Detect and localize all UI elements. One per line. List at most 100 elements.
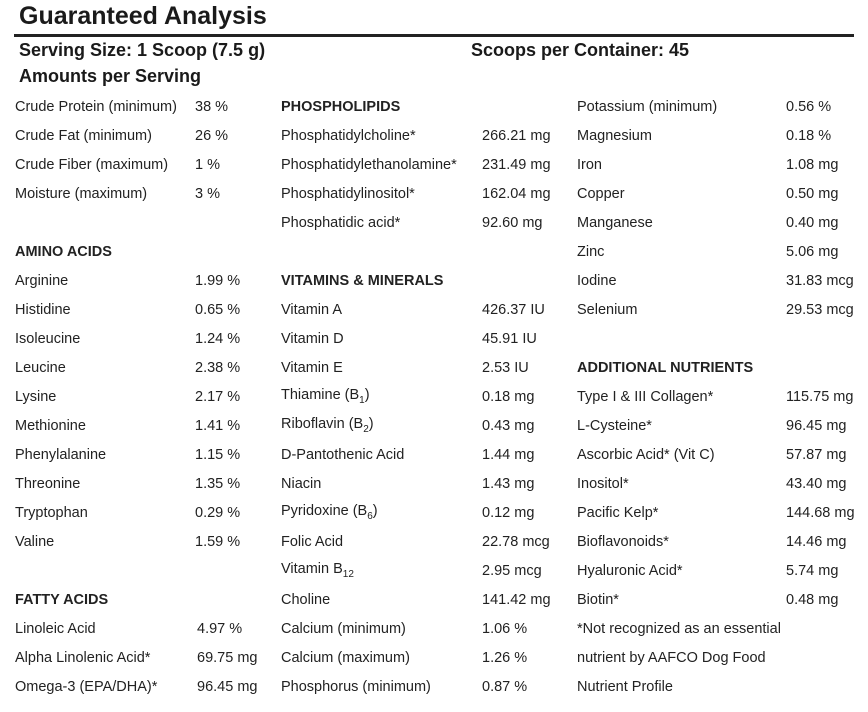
nutrient-row: Moisture (maximum) 3 % xyxy=(15,179,257,208)
nutrient-label: D-Pantothenic Acid xyxy=(281,446,405,463)
nutrient-label: Tryptophan xyxy=(15,504,88,521)
nutrient-label-text: Riboflavin (B xyxy=(281,416,364,433)
nutrient-label-text: Vitamin B xyxy=(281,561,343,578)
nutrient-value: 0.18 mg xyxy=(482,388,535,405)
vitamins-minerals-heading: VITAMINS & MINERALS xyxy=(281,272,444,289)
nutrient-label: Phosphorus (minimum) xyxy=(281,678,431,695)
nutrient-label: Zinc xyxy=(577,243,605,260)
nutrient-label: Niacin xyxy=(281,475,322,492)
amounts-per-serving: Amounts per Serving xyxy=(19,66,202,86)
nutrient-label: Pacific Kelp* xyxy=(577,504,659,521)
nutrient-value: 231.49 mg xyxy=(482,156,551,173)
nutrient-row: Folic Acid 22.78 mcg xyxy=(281,527,551,556)
nutrient-value: 0.12 mg xyxy=(482,504,535,521)
nutrient-label: Vitamin B12 xyxy=(281,561,482,580)
nutrient-row: L-Cysteine* 96.45 mg xyxy=(577,411,855,440)
nutrient-label-subscript: 12 xyxy=(342,568,354,580)
nutrient-row: Crude Protein (minimum) 38 % xyxy=(15,92,257,121)
nutrient-label: Riboflavin (B2) xyxy=(281,416,482,435)
nutrient-value: 96.45 mg xyxy=(197,678,258,695)
nutrient-value: 26 % xyxy=(195,127,229,144)
nutrient-row: Vitamin E 2.53 IU xyxy=(281,353,551,382)
phospholipids-heading: PHOSPHOLIPIDS xyxy=(281,98,401,115)
nutrient-row: Thiamine (B1) 0.18 mg xyxy=(281,382,551,411)
nutrient-label: Vitamin E xyxy=(281,359,343,376)
nutrient-row: Iodine 31.83 mcg xyxy=(577,266,855,295)
nutrient-label-tail: ) xyxy=(364,387,370,404)
nutrient-value: 3 % xyxy=(195,185,220,202)
nutrient-row: Niacin 1.43 mg xyxy=(281,469,551,498)
nutrient-label: Linoleic Acid xyxy=(15,620,96,637)
nutrient-label: Crude Fiber (maximum) xyxy=(15,156,169,173)
nutrient-label: Magnesium xyxy=(577,127,652,144)
nutrient-label: Crude Protein (minimum) xyxy=(15,98,177,115)
nutrient-value: 22.78 mcg xyxy=(482,533,550,550)
nutrient-row: Pacific Kelp* 144.68 mg xyxy=(577,498,855,527)
nutrient-label: Copper xyxy=(577,185,625,202)
nutrient-value: 162.04 mg xyxy=(482,185,551,202)
nutrient-label: Valine xyxy=(15,533,55,550)
nutrient-row: Hyaluronic Acid* 5.74 mg xyxy=(577,556,855,585)
nutrient-label: Phosphatidylcholine* xyxy=(281,127,416,144)
nutrient-value: 43.40 mg xyxy=(786,475,847,492)
footnote-line: nutrient by AAFCO Dog Food xyxy=(577,649,766,666)
nutrient-row: Choline 141.42 mg xyxy=(281,585,551,614)
nutrient-row: Calcium (minimum) 1.06 % xyxy=(281,614,551,643)
nutrient-value: 38 % xyxy=(195,98,229,115)
nutrient-row: Copper 0.50 mg xyxy=(577,179,855,208)
spacer xyxy=(15,208,257,237)
nutrient-label: Isoleucine xyxy=(15,330,81,347)
page-title: Guaranteed Analysis xyxy=(19,2,267,30)
nutrient-label: Ascorbic Acid* (Vit C) xyxy=(577,446,715,463)
nutrient-label: Choline xyxy=(281,591,331,608)
nutrient-label: Calcium (maximum) xyxy=(281,649,410,666)
nutrient-row: Vitamin A 426.37 IU xyxy=(281,295,551,324)
nutrient-value: 115.75 mg xyxy=(786,388,854,405)
nutrient-row: Pyridoxine (B6) 0.12 mg xyxy=(281,498,551,527)
nutrient-label-tail: ) xyxy=(368,416,374,433)
nutrient-row: Phosphatidylcholine* 266.21 mg xyxy=(281,121,551,150)
nutrient-value: 14.46 mg xyxy=(786,533,847,550)
scoops-per-container: Scoops per Container: 45 xyxy=(471,40,690,60)
nutrient-value: 426.37 IU xyxy=(482,301,545,318)
nutrient-label-text: Thiamine (B xyxy=(281,387,360,404)
nutrient-label: Vitamin D xyxy=(281,330,344,347)
nutrient-value: 0.43 mg xyxy=(482,417,535,434)
nutrient-value: 266.21 mg xyxy=(482,127,551,144)
nutrient-row: Selenium 29.53 mcg xyxy=(577,295,855,324)
nutrient-row: Iron 1.08 mg xyxy=(577,150,855,179)
nutrient-label: Leucine xyxy=(15,359,66,376)
nutrient-label: Iodine xyxy=(577,272,617,289)
column-1: Crude Protein (minimum) 38 % Crude Fat (mi… xyxy=(15,92,257,701)
nutrient-value: 1.08 mg xyxy=(786,156,839,173)
nutrient-row: Lysine 2.17 % xyxy=(15,382,257,411)
nutrient-value: 4.97 % xyxy=(197,620,243,637)
nutrient-value: 92.60 mg xyxy=(482,214,543,231)
nutrient-label: Calcium (minimum) xyxy=(281,620,406,637)
nutrient-label: Type I & III Collagen* xyxy=(577,388,714,405)
nutrient-value: 1.06 % xyxy=(482,620,528,637)
nutrient-row: Histidine 0.65 % xyxy=(15,295,257,324)
nutrient-label: Arginine xyxy=(15,272,69,289)
nutrient-row: Methionine 1.41 % xyxy=(15,411,257,440)
nutrient-label: Phenylalanine xyxy=(15,446,107,463)
nutrient-row: Biotin* 0.48 mg xyxy=(577,585,855,614)
nutrient-row: Valine 1.59 % xyxy=(15,527,257,556)
nutrient-value: 29.53 mcg xyxy=(786,301,854,318)
nutrient-label: Folic Acid xyxy=(281,533,344,550)
nutrient-row: Vitamin D 45.91 IU xyxy=(281,324,551,353)
nutrient-label: Hyaluronic Acid* xyxy=(577,562,683,579)
nutrient-value: 0.87 % xyxy=(482,678,528,695)
nutrient-value: 0.56 % xyxy=(786,98,832,115)
nutrient-label: Alpha Linolenic Acid* xyxy=(15,649,151,666)
column-3: Potassium (minimum) 0.56 % Magnesium 0.18 %… xyxy=(577,92,855,701)
nutrient-row: Arginine 1.99 % xyxy=(15,266,257,295)
nutrient-row: Potassium (minimum) 0.56 % xyxy=(577,92,855,121)
nutrient-label: Omega-3 (EPA/DHA)* xyxy=(15,678,158,695)
nutrient-row: Leucine 2.38 % xyxy=(15,353,257,382)
nutrient-row: Crude Fiber (maximum) 1 % xyxy=(15,150,257,179)
nutrient-row: Manganese 0.40 mg xyxy=(577,208,855,237)
nutrient-value: 1.59 % xyxy=(195,533,241,550)
spacer xyxy=(577,324,855,353)
nutrient-row: Inositol* 43.40 mg xyxy=(577,469,855,498)
